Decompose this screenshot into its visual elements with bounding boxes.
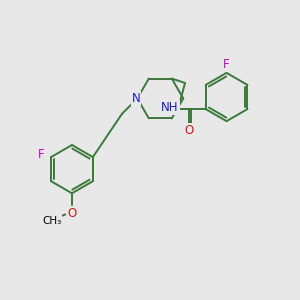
Text: NH: NH xyxy=(161,101,179,114)
Text: F: F xyxy=(38,148,45,161)
Text: F: F xyxy=(223,58,230,71)
Text: CH₃: CH₃ xyxy=(42,216,62,226)
Text: O: O xyxy=(184,124,193,137)
Text: O: O xyxy=(67,207,76,220)
Text: N: N xyxy=(131,92,140,105)
